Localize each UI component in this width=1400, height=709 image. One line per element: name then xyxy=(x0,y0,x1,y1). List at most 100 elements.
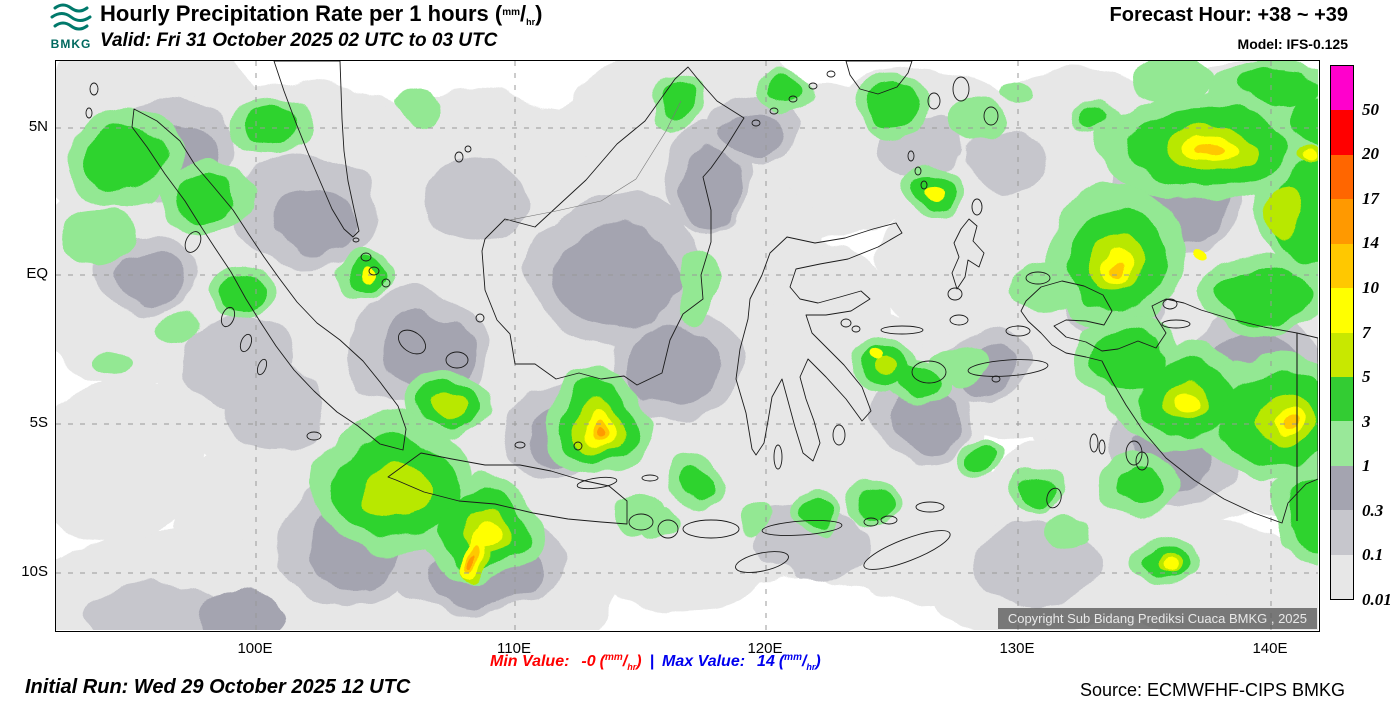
unit-mm: mm xyxy=(502,7,520,18)
precip-cell xyxy=(868,87,916,123)
coastline-small-islands xyxy=(85,70,1191,573)
legend-label-17: 17 xyxy=(1362,188,1379,208)
precip-cell xyxy=(63,206,133,266)
precip-cell xyxy=(1131,57,1221,101)
precip-cell xyxy=(1219,268,1307,328)
min-value: Min Value: -0 (mm/hr) xyxy=(490,652,642,672)
legend-label-0.3: 0.3 xyxy=(1362,500,1384,520)
coastline-halmahera xyxy=(951,218,985,290)
coastline-papua xyxy=(1020,280,1319,524)
precip-cell xyxy=(360,461,432,521)
legend-color-1 xyxy=(1331,421,1353,466)
border-kalimantan xyxy=(504,100,682,222)
legend-color-0.3 xyxy=(1331,465,1353,511)
coastline-kalimantan xyxy=(481,66,745,386)
coastline-sumatra xyxy=(131,108,407,451)
precip-cell xyxy=(679,151,743,231)
precip-cell xyxy=(1268,187,1304,239)
ytick-eq: EQ xyxy=(26,265,48,282)
precip-cell xyxy=(674,250,718,322)
precip-cell xyxy=(1197,145,1219,155)
precip-cell xyxy=(361,267,377,281)
precip-cell xyxy=(1113,462,1165,502)
forecast-hour: Forecast Hour: +38 ~ +39 xyxy=(1109,4,1348,26)
legend-label-5: 5 xyxy=(1362,367,1371,387)
precip-cell xyxy=(626,321,716,401)
legend-label-0.1: 0.1 xyxy=(1362,545,1384,565)
legend-label-10: 10 xyxy=(1362,277,1379,297)
precip-cell xyxy=(88,123,164,189)
xtick-130e: 130E xyxy=(999,640,1035,657)
precip-cell xyxy=(1277,415,1295,429)
legend-label-14: 14 xyxy=(1362,233,1379,253)
minmax-values: Min Value: -0 (mm/hr) | Max Value: 14 (mm/hr) xyxy=(490,652,821,672)
precip-cell xyxy=(176,173,236,219)
precipitation-layer xyxy=(16,41,1386,671)
coastline-mindanao xyxy=(845,60,913,95)
precip-cell xyxy=(932,343,984,383)
precip-cell xyxy=(1115,262,1127,280)
coastlines xyxy=(85,60,1319,573)
coastline-sulawesi xyxy=(735,222,903,462)
precip-cell xyxy=(271,189,361,253)
bmkg-logo-label: BMKG xyxy=(50,37,92,51)
precip-cell xyxy=(26,381,206,541)
data-source: Source: ECMWFHF-CIPS BMKG xyxy=(1079,680,1345,700)
precip-cell xyxy=(98,348,134,374)
separator: | xyxy=(649,653,655,670)
precip-cell xyxy=(962,449,996,475)
ytick-5s: 5S xyxy=(29,414,48,431)
precip-cell xyxy=(1046,515,1090,547)
precip-map-svg xyxy=(16,41,1386,671)
legend-color-0.1 xyxy=(1331,510,1353,555)
precip-cell xyxy=(226,366,326,456)
xtick-120e: 120E xyxy=(747,640,783,657)
precip-cell xyxy=(966,131,1046,191)
legend-color-10 xyxy=(1331,243,1353,289)
legend-color-14 xyxy=(1331,199,1353,244)
copyright-watermark: Copyright Sub Bidang Prediksi Cuaca BMKG… xyxy=(997,608,1317,629)
page-title: Hourly Precipitation Rate per 1 hours (m… xyxy=(100,1,543,27)
model-label: Model: IFS-0.125 xyxy=(1237,36,1348,52)
precip-cell xyxy=(576,511,776,611)
max-value: Max Value: 14 (mm/hr) xyxy=(662,652,821,672)
precip-cell xyxy=(1161,557,1179,571)
precip-cell xyxy=(1171,391,1201,413)
precip-cell xyxy=(656,82,696,120)
precip-cell xyxy=(1299,152,1313,162)
precip-cell xyxy=(680,469,716,497)
precip-cell xyxy=(869,348,883,360)
legend-color-17 xyxy=(1331,154,1353,200)
precip-cell xyxy=(119,250,183,302)
legend-color-20 xyxy=(1331,110,1353,155)
legend-label-7: 7 xyxy=(1362,322,1371,342)
precip-cell xyxy=(876,191,1036,331)
precip-cell xyxy=(220,276,268,312)
precip-cell xyxy=(771,80,803,104)
legend-label-3: 3 xyxy=(1362,411,1371,431)
legend-label-0.01: 0.01 xyxy=(1362,590,1392,609)
xtick-110e: 110E xyxy=(497,640,531,657)
map-region: Copyright Sub Bidang Prediksi Cuaca BMKG… xyxy=(16,41,1386,671)
precip-cell xyxy=(924,187,940,199)
precip-cell xyxy=(556,226,676,326)
legend-label-50: 50 xyxy=(1362,99,1379,119)
precip-cell xyxy=(898,367,940,401)
legend-color-3 xyxy=(1331,376,1353,422)
coastline-java xyxy=(387,452,628,525)
legend-color-50 xyxy=(1331,66,1353,111)
precip-cell xyxy=(861,489,895,515)
legend-color-7 xyxy=(1331,288,1353,333)
precip-cell xyxy=(1196,247,1212,261)
color-scale-legend: 50 20 17 14 10 7 5 3 1 0.3 0.1 0.01 xyxy=(1330,65,1392,609)
ytick-10s: 10S xyxy=(21,563,48,580)
precip-cell xyxy=(726,114,786,158)
xtick-100e: 100E xyxy=(237,640,273,657)
coastline-malay-peninsula xyxy=(273,60,360,238)
bmkg-logo-icon xyxy=(50,3,92,31)
legend-color-0.01 xyxy=(1331,554,1353,600)
precip-cell xyxy=(756,506,876,576)
unit-hr: hr xyxy=(526,17,536,27)
valid-time: Valid: Fri 31 October 2025 02 UTC to 03 … xyxy=(100,30,498,51)
